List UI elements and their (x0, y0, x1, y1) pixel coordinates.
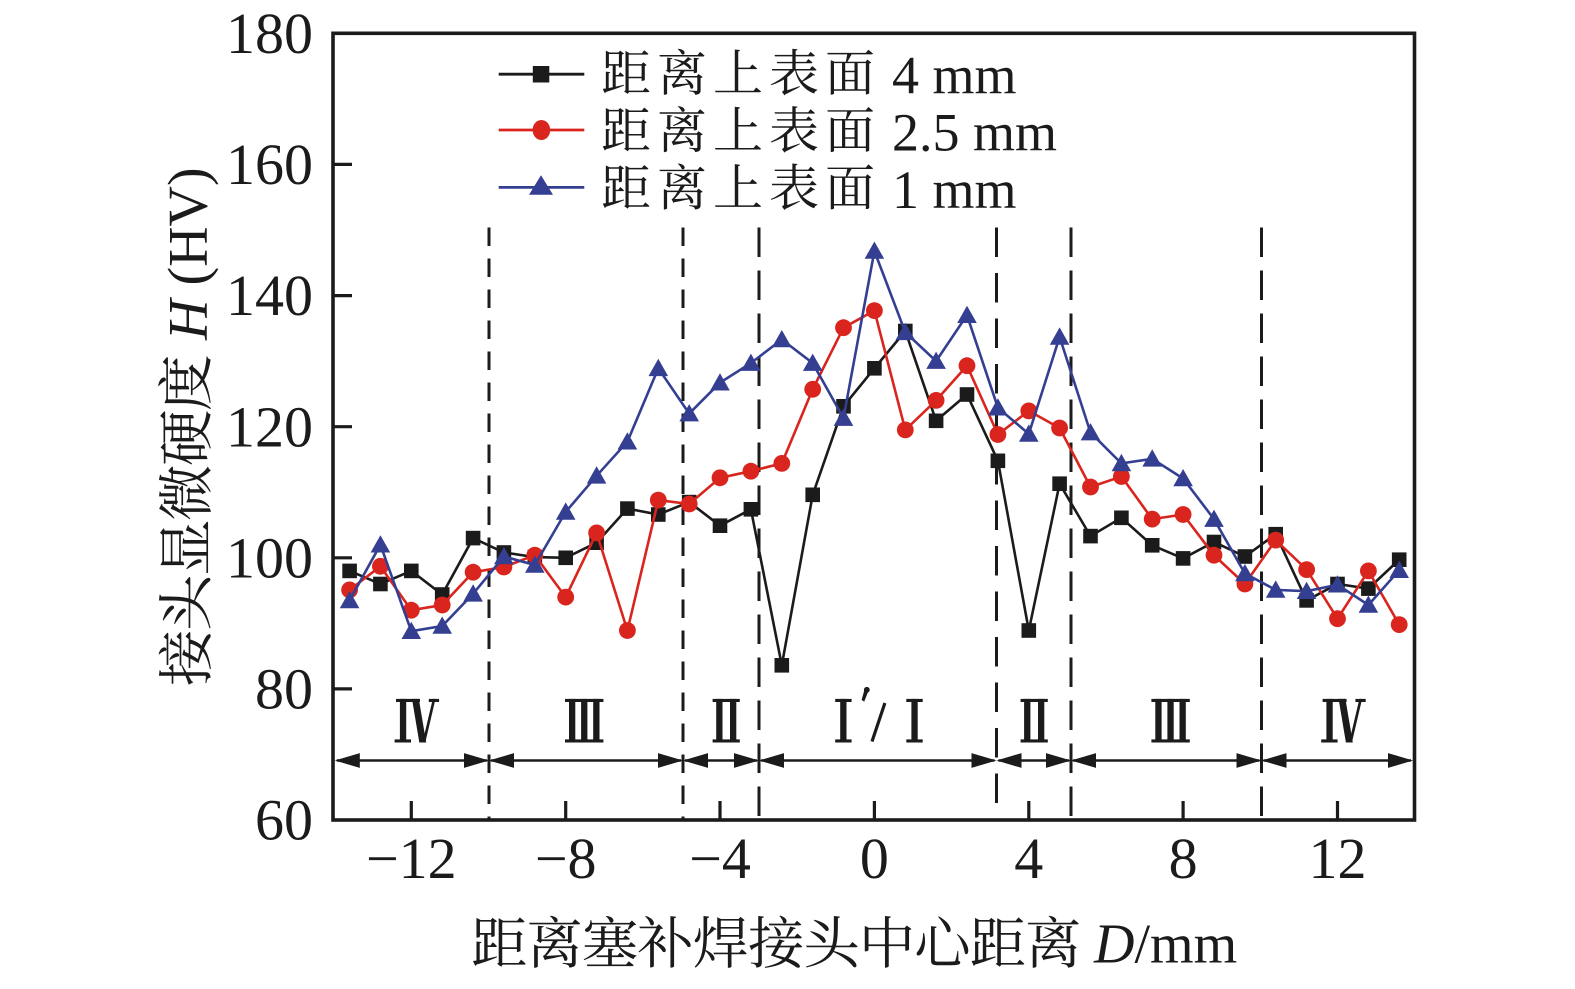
svg-text:1 mm: 1 mm (892, 160, 1017, 220)
svg-text:120: 120 (226, 394, 313, 459)
svg-text:−12: −12 (366, 826, 457, 891)
svg-text:80: 80 (255, 657, 313, 722)
svg-text:140: 140 (226, 263, 313, 328)
svg-text:−8: −8 (535, 826, 597, 891)
svg-text:2.5 mm: 2.5 mm (892, 103, 1057, 163)
svg-text:8: 8 (1169, 826, 1198, 891)
svg-text:0: 0 (860, 826, 889, 891)
svg-text:−4: −4 (689, 826, 751, 891)
svg-text:60: 60 (255, 788, 313, 853)
svg-text:H (HV): H (HV) (157, 167, 219, 341)
svg-text:180: 180 (226, 1, 313, 66)
svg-text:160: 160 (226, 132, 313, 197)
svg-text:4 mm: 4 mm (892, 45, 1017, 105)
svg-text:12: 12 (1309, 826, 1367, 891)
svg-text:D/mm: D/mm (1093, 914, 1237, 976)
svg-text:100: 100 (226, 525, 313, 590)
svg-text:4: 4 (1014, 826, 1043, 891)
